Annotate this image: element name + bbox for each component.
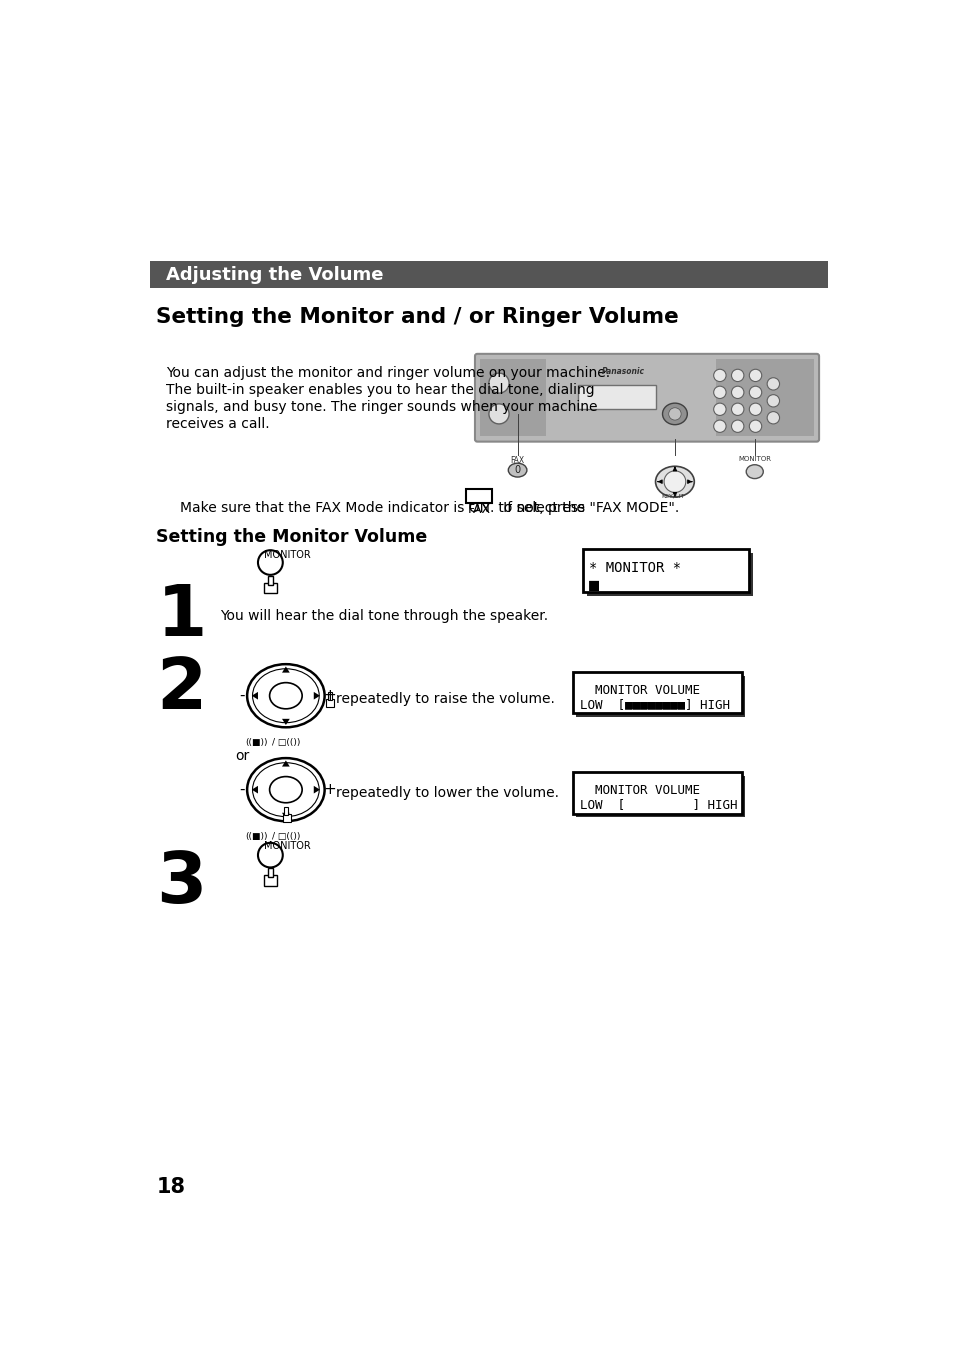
Ellipse shape — [270, 682, 302, 709]
Ellipse shape — [661, 403, 686, 424]
Text: +: + — [322, 782, 335, 797]
Polygon shape — [252, 692, 257, 700]
Polygon shape — [314, 692, 319, 700]
Bar — [576, 676, 744, 717]
Circle shape — [713, 386, 725, 399]
FancyBboxPatch shape — [572, 671, 740, 713]
Text: Panasonic: Panasonic — [601, 367, 644, 376]
Text: ((■)): ((■)) — [245, 832, 268, 842]
Bar — [586, 553, 753, 596]
Text: LOW  [■■■■■■■■] HIGH: LOW [■■■■■■■■] HIGH — [579, 698, 730, 711]
Text: +: + — [322, 688, 335, 704]
Circle shape — [663, 471, 685, 493]
Text: FAX: FAX — [510, 457, 524, 465]
FancyBboxPatch shape — [465, 489, 492, 503]
FancyBboxPatch shape — [582, 549, 748, 592]
Text: 1: 1 — [156, 582, 207, 651]
FancyBboxPatch shape — [572, 771, 740, 813]
Circle shape — [713, 403, 725, 416]
Text: 18: 18 — [156, 1177, 185, 1197]
Circle shape — [257, 843, 282, 867]
Bar — [264, 875, 276, 886]
Text: 3: 3 — [156, 848, 207, 917]
Circle shape — [748, 420, 760, 432]
Ellipse shape — [745, 465, 762, 478]
Text: MONITOR: MONITOR — [264, 842, 311, 851]
Polygon shape — [282, 813, 290, 819]
Text: -: - — [239, 782, 245, 797]
Text: to select the "FAX MODE".: to select the "FAX MODE". — [494, 501, 679, 515]
Ellipse shape — [655, 466, 694, 497]
Text: Adjusting the Volume: Adjusting the Volume — [166, 266, 383, 284]
Text: MONITOR VOLUME: MONITOR VOLUME — [579, 785, 700, 797]
Text: You can adjust the monitor and ringer volume on your machine.: You can adjust the monitor and ringer vo… — [166, 366, 609, 380]
Text: 0: 0 — [514, 465, 520, 476]
Bar — [578, 385, 655, 408]
Bar — [328, 692, 332, 700]
Text: FAX: FAX — [467, 503, 490, 516]
Bar — [284, 808, 288, 815]
Circle shape — [668, 408, 680, 420]
Ellipse shape — [253, 763, 319, 816]
Text: -: - — [239, 688, 245, 704]
Circle shape — [713, 369, 725, 381]
Polygon shape — [314, 786, 319, 793]
Text: 2: 2 — [156, 655, 207, 724]
Text: LOW  [         ] HIGH: LOW [ ] HIGH — [579, 798, 737, 811]
FancyBboxPatch shape — [475, 354, 819, 442]
Text: signals, and busy tone. The ringer sounds when your machine: signals, and busy tone. The ringer sound… — [166, 400, 597, 413]
Ellipse shape — [253, 669, 319, 723]
Ellipse shape — [270, 777, 302, 802]
Circle shape — [731, 420, 743, 432]
Circle shape — [766, 378, 779, 390]
Ellipse shape — [247, 665, 324, 727]
Text: You will hear the dial tone through the speaker.: You will hear the dial tone through the … — [220, 609, 548, 623]
Text: or: or — [235, 748, 250, 763]
Text: Setting the Monitor and / or Ringer Volume: Setting the Monitor and / or Ringer Volu… — [156, 307, 679, 327]
Bar — [480, 359, 546, 436]
Text: * MONITOR *: * MONITOR * — [588, 561, 680, 576]
Polygon shape — [282, 666, 290, 673]
Circle shape — [731, 386, 743, 399]
Polygon shape — [282, 761, 290, 766]
Text: KEY/LIT: KEY/LIT — [661, 493, 684, 499]
Circle shape — [488, 373, 509, 393]
Text: ((■)): ((■)) — [245, 738, 268, 747]
Text: repeatedly to lower the volume.: repeatedly to lower the volume. — [335, 786, 558, 800]
Ellipse shape — [508, 463, 526, 477]
Text: receives a call.: receives a call. — [166, 417, 269, 431]
Bar — [326, 698, 334, 707]
Circle shape — [766, 412, 779, 424]
Text: The built-in speaker enables you to hear the dial tone, dialing: The built-in speaker enables you to hear… — [166, 384, 594, 397]
Text: MONITOR VOLUME: MONITOR VOLUME — [579, 684, 700, 697]
Circle shape — [731, 403, 743, 416]
Text: MONITOR: MONITOR — [264, 550, 311, 561]
Circle shape — [488, 404, 509, 424]
Circle shape — [748, 369, 760, 381]
Bar — [264, 582, 276, 593]
Circle shape — [731, 369, 743, 381]
Text: Make sure that the FAX Mode indicator is ON.  If not, press: Make sure that the FAX Mode indicator is… — [179, 501, 589, 515]
Text: / □(()): / □(()) — [272, 738, 300, 747]
Bar — [576, 775, 744, 817]
Circle shape — [766, 394, 779, 407]
Circle shape — [713, 420, 725, 432]
Bar — [150, 261, 827, 288]
Bar — [268, 576, 273, 585]
Ellipse shape — [247, 758, 324, 821]
Text: Setting the Monitor Volume: Setting the Monitor Volume — [156, 528, 427, 546]
Bar — [282, 815, 291, 821]
Text: MONITOR: MONITOR — [738, 457, 770, 462]
Bar — [268, 869, 273, 877]
Circle shape — [748, 386, 760, 399]
Bar — [716, 359, 813, 436]
Polygon shape — [282, 719, 290, 725]
Text: ■: ■ — [588, 576, 598, 593]
Text: repeatedly to raise the volume.: repeatedly to raise the volume. — [335, 692, 555, 705]
Circle shape — [748, 403, 760, 416]
Circle shape — [257, 550, 282, 574]
Polygon shape — [252, 786, 257, 793]
Text: / □(()): / □(()) — [272, 832, 300, 842]
